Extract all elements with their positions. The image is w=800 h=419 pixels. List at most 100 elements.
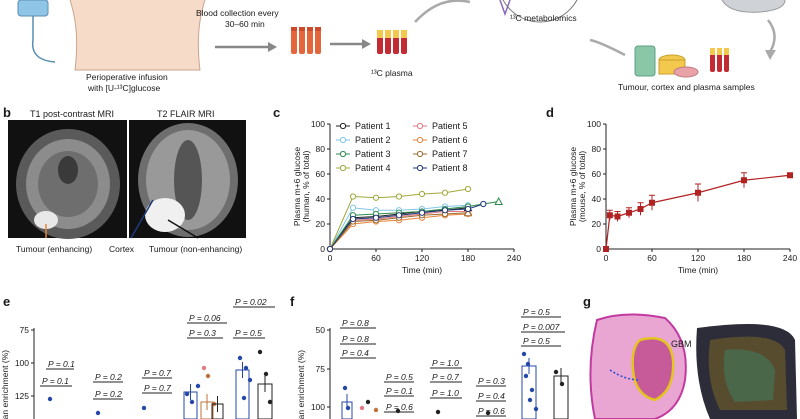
y-tick-label: 125 [15,391,29,401]
p-value-label: P = 0.7 [144,368,171,378]
x-tick-label: 240 [783,253,797,263]
x-tick-label: 120 [415,253,429,263]
arrow-head-icon-3 [765,50,776,60]
dot-point [95,410,101,416]
chart-f: 50 75 100 ean enrichment (%) P = 0.8 P = 0.8 P… [296,307,569,419]
legend-label: Patient 7 [432,149,468,159]
dot-point [237,355,243,361]
samples-label: Tumour, cortex and plasma samples [618,82,755,92]
p-value-label: P = 0.1 [48,359,75,369]
chart-e: 75 100 125 ean enrichment (%) P = 0.1 P = 0.1… [0,297,275,419]
series-line-8 [329,203,484,250]
y-tick-label: 40 [316,194,326,204]
data-point [418,190,426,198]
legend-label: Patient 3 [355,149,391,159]
p-value-label: P = 0.7 [432,372,459,382]
legend-label: Patient 8 [432,163,468,173]
x-tick-label: 180 [461,253,475,263]
enhancing-tumour-spot [34,211,58,229]
data-point [480,200,487,208]
data-point [464,205,472,213]
data-point [372,194,380,201]
legend-label: Patient 5 [432,121,468,131]
panel-label-b: b [3,105,11,120]
dot-point [189,399,195,405]
data-point [418,209,426,216]
infusion-label: Perioperative infusion [86,72,168,82]
panel-label-g: g [583,294,591,309]
p-value-label: P = 0.3 [478,376,505,386]
dot-point [559,381,565,387]
data-point [349,193,357,200]
data-point [372,214,380,221]
data-point-square [637,206,644,212]
p-value-label: P = 0.5 [386,372,413,382]
p-value-label: P = 1.0 [432,388,459,398]
x-tick-label: 0 [328,253,333,263]
y-tick-label: 60 [592,169,602,179]
p-value-label: P = 0.2 [95,389,122,399]
x-tick-label: 180 [737,253,751,263]
data-point-square [787,172,793,179]
p-value-label: P = 0.007 [523,322,560,332]
p-value-label: P = 0.4 [478,391,505,401]
tumour-enhancing-label: Tumour (enhancing) [16,244,93,254]
y-tick-label: 100 [311,119,325,129]
panel-label-c: c [273,105,281,120]
dot-point [523,373,529,379]
legend-marker [339,136,347,144]
y-axis-label: ean enrichment (%) [296,350,306,419]
y-axis-label: ean enrichment (%) [0,350,10,419]
dot-point [365,399,371,405]
dot-point [435,409,441,415]
p-value-label: P = 0.1 [386,386,413,396]
data-point-square [626,209,632,216]
legend-marker [339,150,347,158]
dot-point [201,365,207,371]
p-value-label: P = 0.7 [144,383,171,393]
dot-point [527,397,533,403]
data-point [395,193,403,200]
y-tick-label: 50 [316,325,326,335]
gbm-label: GBM [671,339,692,349]
dot-point [553,369,559,375]
x-tick-label: 60 [371,253,381,263]
dot-point [359,405,365,411]
gbm-region [631,337,675,402]
dot-point [247,377,253,383]
dot-point [263,371,269,377]
y-tick-label: 20 [316,219,326,229]
p-value-label: P = 0.2 [95,372,122,382]
data-point-square [695,189,701,196]
mri-images [8,120,246,239]
plasma-tubes-icon [377,30,407,54]
y-tick-label: 100 [311,402,325,412]
metabolomics-label: ¹³C metabolomics [510,13,577,23]
dot-point [521,351,527,357]
arrow-head-icon-2 [362,39,371,49]
mri-left-title: T1 post-contrast MRI [30,109,115,119]
y-axis-label: Plasma m+6 glucose [568,147,578,226]
schematic-graphics [17,0,786,78]
p-value-label: P = 0.5 [523,307,550,317]
mri-right-title: T2 FLAIR MRI [157,109,215,119]
infusion-glucose-label: with [U-¹³C]glucose [88,83,161,93]
legend-label: Patient 4 [355,163,391,173]
y-tick-label: 100 [15,358,29,368]
legend-marker [416,136,424,144]
p-value-label: P = 0.8 [342,318,369,328]
spectrum-circle-icon [502,0,578,23]
legend-label: Patient 1 [355,121,391,131]
arrow-head-icon [268,42,277,52]
x-tick-label: 60 [647,253,657,263]
legend-marker [339,122,347,130]
dot-point [267,399,273,405]
x-axis-label: Time (min) [678,265,718,275]
data-point-square [614,213,621,220]
x-tick-label: 120 [691,253,705,263]
dot-point [47,396,53,402]
dot-point [205,373,211,379]
panel-label-e: e [3,294,11,309]
data-point [349,215,357,223]
data-point-triangle [494,196,504,205]
